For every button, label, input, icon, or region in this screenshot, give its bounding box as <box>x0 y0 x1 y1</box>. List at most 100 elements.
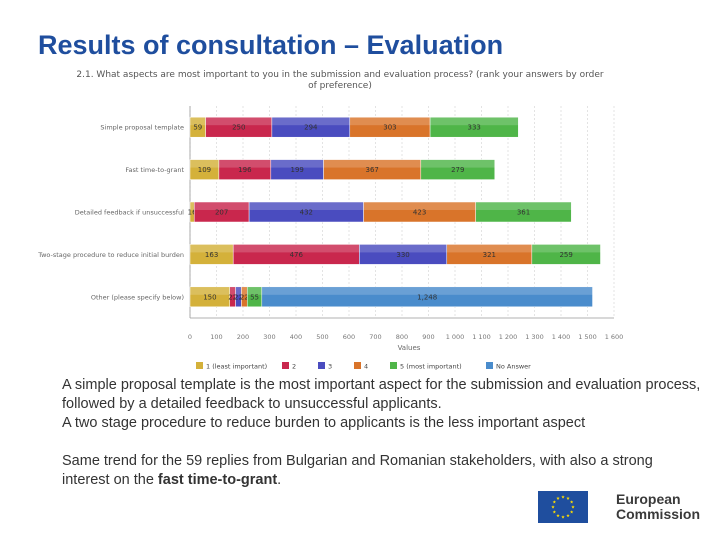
bar-data-label: 279 <box>451 166 464 174</box>
bar-data-label: 361 <box>517 209 530 217</box>
bar-gloss <box>420 159 495 168</box>
legend-label: 3 <box>328 363 332 371</box>
x-tick-label: 1 200 <box>499 333 518 341</box>
legend-label: 5 (most important) <box>400 363 462 371</box>
bar-data-label: 22 <box>234 293 243 301</box>
x-tick-label: 700 <box>369 333 381 341</box>
bar-gloss <box>270 159 324 168</box>
slide-title: Results of consultation – Evaluation <box>38 30 504 60</box>
description-paragraph-2: A two stage procedure to reduce burden t… <box>62 415 586 431</box>
legend-swatch <box>282 362 289 369</box>
category-label: Other (please specify below) <box>91 293 184 301</box>
bar-gloss <box>190 244 234 253</box>
bar-data-label: 250 <box>232 124 245 132</box>
bar-gloss <box>229 286 236 295</box>
x-tick-label: 1 600 <box>605 333 624 341</box>
bar-gloss <box>249 202 364 210</box>
bar-gloss <box>261 286 593 295</box>
bar-data-label: 294 <box>304 124 318 132</box>
legend-label: 2 <box>292 363 296 371</box>
chart-title-line: 2.1. What aspects are most important to … <box>76 70 603 80</box>
x-tick-label: 600 <box>343 333 355 341</box>
legend-swatch <box>196 362 203 369</box>
bar-gloss <box>323 159 421 168</box>
category-label: Fast time-to-grant <box>125 166 184 174</box>
bar-gloss <box>247 286 262 295</box>
bar-segment <box>420 159 495 180</box>
bar-gloss <box>190 202 195 210</box>
category-label: Simple proposal template <box>100 124 184 132</box>
x-tick-label: 1 400 <box>552 333 571 341</box>
legend-swatch <box>354 362 361 369</box>
bar-gloss <box>531 244 601 253</box>
x-tick-label: 900 <box>422 333 434 341</box>
bar-data-label: 199 <box>291 166 304 174</box>
x-tick-label: 400 <box>290 333 302 341</box>
flag-star <box>551 505 555 509</box>
bar-data-label: 163 <box>205 251 218 259</box>
flag-star <box>569 510 574 514</box>
flag-star <box>556 513 560 518</box>
bar-data-label: 333 <box>468 124 481 132</box>
bar-segment <box>429 116 519 138</box>
bar-data-label: 22 <box>228 293 237 301</box>
bar-segment <box>261 286 593 308</box>
x-tick-label: 100 <box>210 333 222 341</box>
legend-swatch <box>318 362 325 369</box>
flag-star <box>552 500 557 504</box>
x-tick-label: 800 <box>396 333 408 341</box>
bar-gloss <box>475 202 572 210</box>
legend-label: 4 <box>364 363 368 371</box>
bar-gloss <box>233 244 360 253</box>
logo-line-2: Commission <box>616 506 701 522</box>
flag-star <box>571 505 575 509</box>
bar-segment <box>531 244 601 265</box>
legend-swatch <box>486 362 493 369</box>
bar-data-label: 16 <box>188 209 197 217</box>
bar-gloss <box>359 244 447 253</box>
logo-line-1: European <box>616 491 681 507</box>
bar-data-label: 476 <box>290 251 304 259</box>
bar-gloss <box>190 286 230 295</box>
bar-gloss <box>194 202 250 210</box>
bar-data-label: 423 <box>413 209 426 217</box>
flag-star <box>566 496 570 500</box>
bar-data-label: 367 <box>366 166 379 174</box>
bar-gloss <box>241 286 248 295</box>
bar-data-label: 59 <box>193 124 202 132</box>
bar-data-label: 259 <box>559 251 572 259</box>
category-label: Detailed feedback if unsuccessful <box>75 209 184 217</box>
flag-star <box>569 500 574 504</box>
eu-flag-icon <box>538 491 588 523</box>
bar-data-label: 1,248 <box>417 293 437 301</box>
logo-text: European Commission <box>616 492 700 522</box>
x-tick-label: 300 <box>263 333 275 341</box>
bar-gloss <box>349 117 431 126</box>
x-tick-label: 1 000 <box>446 333 465 341</box>
description-paragraph-3: Same trend for the 59 replies from Bulga… <box>62 452 702 490</box>
bar-data-label: 432 <box>300 209 313 217</box>
x-tick-label: 500 <box>316 333 328 341</box>
bar-data-label: 196 <box>238 166 252 174</box>
bar-gloss <box>205 117 272 126</box>
legend-label: No Answer <box>496 363 531 371</box>
category-label: Two-stage procedure to reduce initial bu… <box>37 251 184 259</box>
bar-gloss <box>271 117 350 126</box>
description-emphasis: fast time-to-grant <box>157 472 278 488</box>
bar-gloss <box>430 117 519 126</box>
bar-data-label: 207 <box>215 209 228 217</box>
flag-star <box>561 495 565 499</box>
bar-data-label: 22 <box>240 293 249 301</box>
bar-data-label: 330 <box>396 251 409 259</box>
bar-data-label: 55 <box>250 293 259 301</box>
x-tick-label: 1 500 <box>578 333 597 341</box>
legend-label: 1 (least important) <box>206 363 267 371</box>
chart-title-line: of preference) <box>308 81 372 91</box>
legend-swatch <box>390 362 397 369</box>
x-axis-label: Values <box>398 344 421 352</box>
flag-star <box>556 496 560 500</box>
description: A simple proposal template is the most i… <box>62 376 702 490</box>
x-tick-label: 0 <box>188 333 192 341</box>
flag-star <box>552 510 557 514</box>
